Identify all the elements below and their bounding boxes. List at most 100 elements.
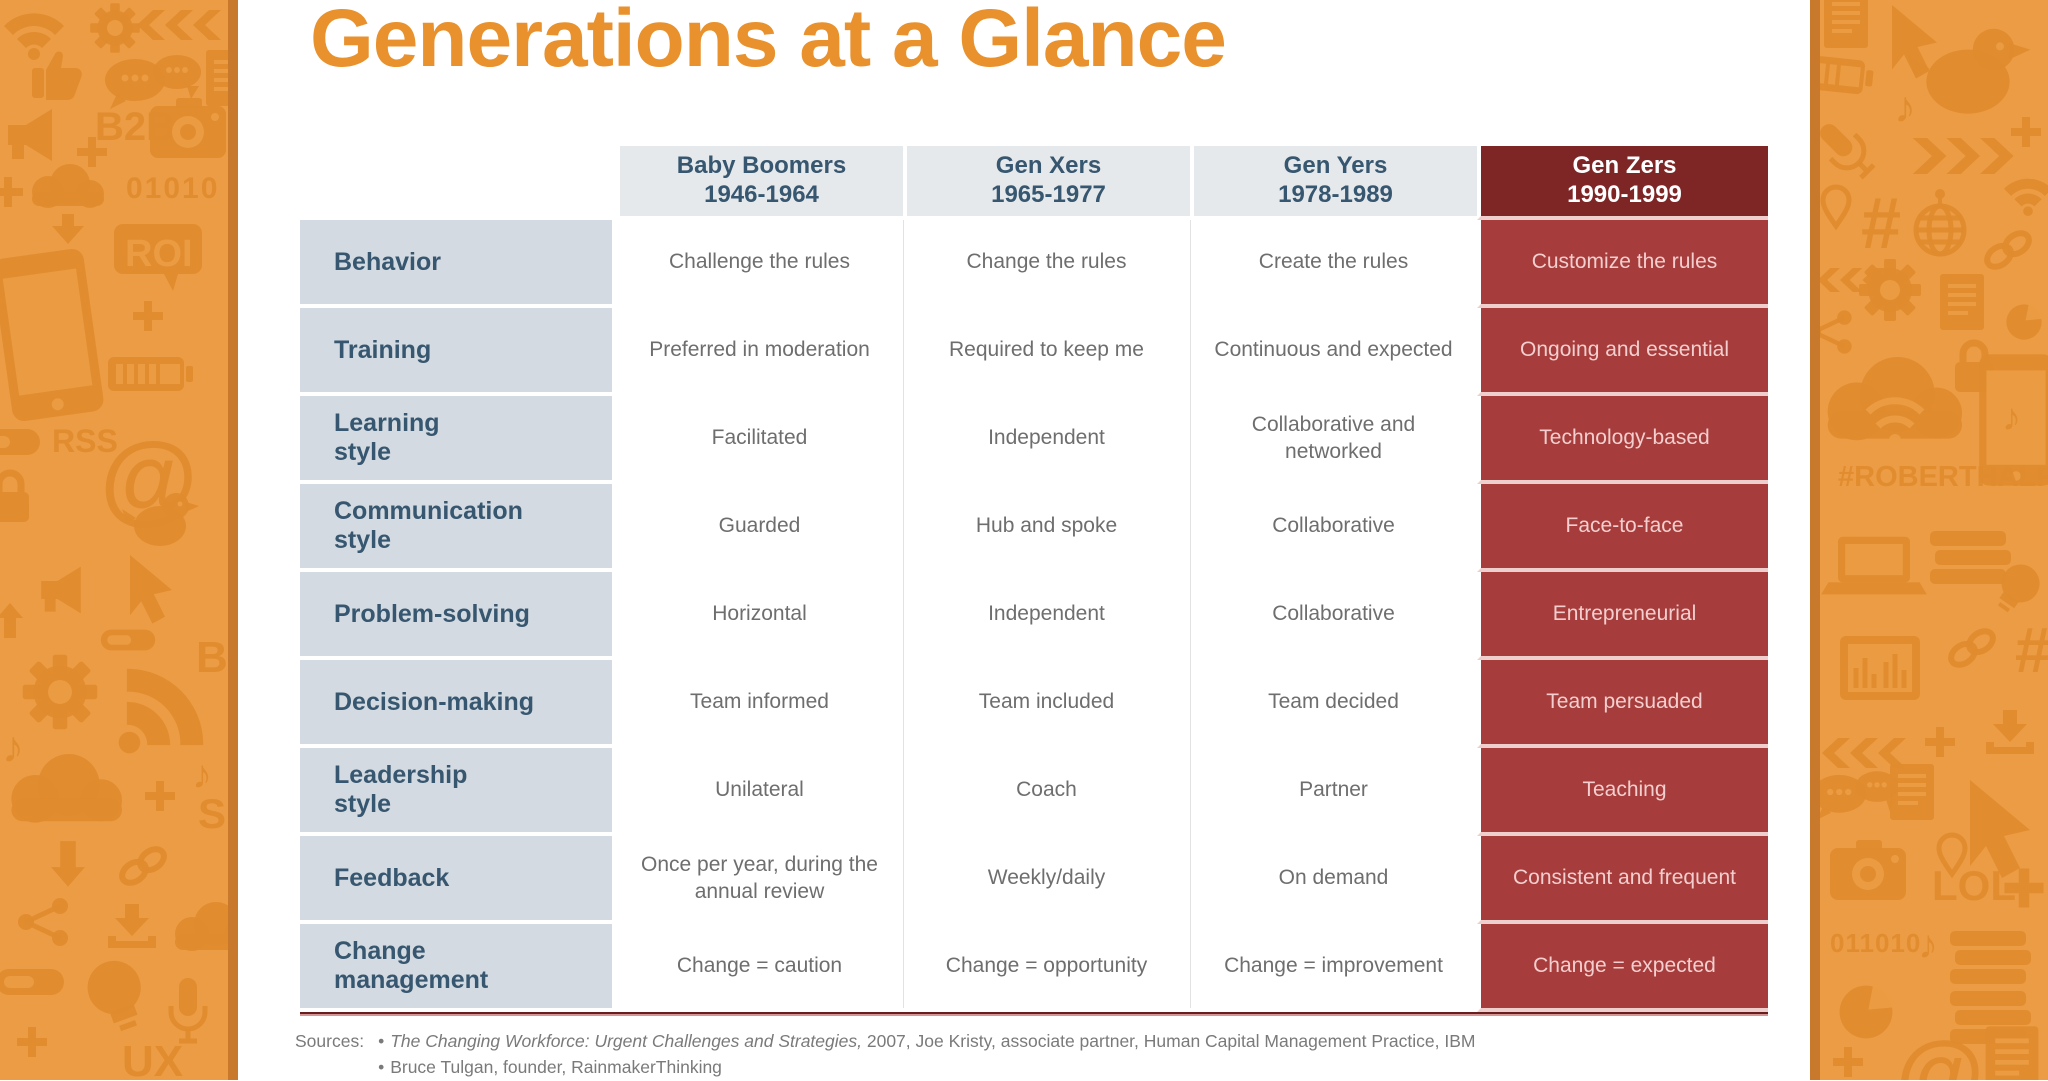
cell-behavior-boomers: Challenge the rules	[616, 220, 903, 308]
column-years: 1946-1964	[704, 181, 819, 208]
lol-text: LOL	[1932, 862, 2016, 909]
source-item: • The Changing Workforce: Urgent Challen…	[378, 1028, 1475, 1054]
cell-communication-genx: Hub and spoke	[903, 484, 1190, 572]
roberthalf-hashtag-text: #ROBERTHALF	[1838, 461, 2048, 493]
music-note-icon: ♪	[1894, 83, 1916, 132]
ux-text: UX	[122, 1037, 183, 1080]
source-title: The Changing Workforce: Urgent Challenge…	[390, 1031, 862, 1051]
cell-feedback-genz: Consistent and frequent	[1477, 836, 1768, 924]
cell-decision-geny: Team decided	[1190, 660, 1477, 748]
cell-communication-genz: Face-to-face	[1477, 484, 1768, 572]
column-header-baby-boomers: Baby Boomers 1946-1964	[616, 146, 903, 220]
row-label-change-management: Change management	[300, 924, 616, 1012]
row-label-learning-style: Learning style	[300, 396, 616, 484]
cell-training-geny: Continuous and expected	[1190, 308, 1477, 396]
music-note-icon: ♪	[192, 753, 212, 797]
camera-icon	[1830, 840, 1906, 900]
at-sign-text-2: @	[1896, 1024, 1984, 1080]
left-decor-panel: B2B 01010 ROI RSS @ B2 ♪ ♪	[0, 0, 238, 1080]
document-icon	[1888, 762, 1936, 822]
music-note-icon: ♪	[2, 723, 24, 772]
cell-training-genz: Ongoing and essential	[1477, 308, 1768, 396]
column-name: Gen Yers	[1283, 152, 1388, 180]
pill-button-icon	[0, 969, 64, 995]
cell-leadership-genz: Teaching	[1477, 748, 1768, 836]
hashtag-text: #	[1860, 184, 1900, 264]
header-blank-cell	[300, 146, 616, 220]
cell-decision-genz: Team persuaded	[1477, 660, 1768, 748]
document-icon	[1986, 1026, 2039, 1080]
bullet-icon: •	[378, 1057, 385, 1078]
tablet-chart-icon	[1840, 636, 1920, 700]
cell-learning-geny: Collaborative and networked	[1190, 396, 1477, 484]
rss-text: RSS	[52, 423, 118, 459]
cell-communication-geny: Collaborative	[1190, 484, 1477, 572]
cell-leadership-geny: Partner	[1190, 748, 1477, 836]
row-label-decision-making: Decision-making	[300, 660, 616, 748]
cell-change-geny: Change = improvement	[1190, 924, 1477, 1012]
right-panel-edge-strip	[1810, 0, 1820, 1080]
row-label-problem-solving: Problem-solving	[300, 572, 616, 660]
document-icon	[1822, 0, 1870, 50]
gear-icon	[22, 654, 98, 730]
cell-feedback-genx: Weekly/daily	[903, 836, 1190, 924]
cell-change-genx: Change = opportunity	[903, 924, 1190, 1012]
row-label-leadership-style: Leadership style	[300, 748, 616, 836]
cell-problem-geny: Collaborative	[1190, 572, 1477, 660]
cell-leadership-genx: Coach	[903, 748, 1190, 836]
column-years: 1978-1989	[1278, 181, 1393, 208]
books-icon	[1950, 931, 2031, 984]
column-years: 1965-1977	[991, 181, 1106, 208]
cell-behavior-geny: Create the rules	[1190, 220, 1477, 308]
generations-table: Baby Boomers 1946-1964 Gen Xers 1965-197…	[300, 146, 1768, 1016]
cell-behavior-genx: Change the rules	[903, 220, 1190, 308]
roi-text: ROI	[125, 233, 193, 275]
left-panel-edge-strip	[228, 0, 238, 1080]
battery-icon	[108, 357, 193, 391]
cell-communication-boomers: Guarded	[616, 484, 903, 572]
row-label-training: Training	[300, 308, 616, 396]
cell-problem-boomers: Horizontal	[616, 572, 903, 660]
cell-change-boomers: Change = caution	[616, 924, 903, 1012]
column-years: 1990-1999	[1567, 181, 1682, 208]
source-text: The Changing Workforce: Urgent Challenge…	[390, 1028, 1475, 1054]
bullet-icon: •	[378, 1031, 385, 1051]
sources-block: Sources: • The Changing Workforce: Urgen…	[295, 1028, 1475, 1081]
page-title: Generations at a Glance	[310, 0, 1227, 84]
music-note-icon: ♪	[1918, 923, 1938, 967]
table-grid: Baby Boomers 1946-1964 Gen Xers 1965-197…	[300, 146, 1768, 1012]
music-note-icon: ♪	[2002, 397, 2021, 439]
gear-icon	[1859, 259, 1921, 321]
main-content: Generations at a Glance Baby Boomers 194…	[238, 0, 1810, 1080]
books-icon	[1930, 531, 2011, 584]
right-decor-panel: ♪ # ♪ #ROBERTHALF #	[1810, 0, 2048, 1080]
binary-text: 01010	[126, 172, 219, 205]
binary2-text: 011010	[1830, 928, 1921, 958]
camera-icon	[150, 98, 226, 158]
row-label-feedback: Feedback	[300, 836, 616, 924]
column-name: Gen Zers	[1572, 152, 1677, 180]
cell-leadership-boomers: Unilateral	[616, 748, 903, 836]
column-divider	[1190, 220, 1191, 1012]
source-detail: 2007, Joe Kristy, associate partner, Hum…	[862, 1031, 1476, 1051]
source-item: • Bruce Tulgan, founder, RainmakerThinki…	[378, 1054, 1475, 1080]
cell-decision-genx: Team included	[903, 660, 1190, 748]
sources-label: Sources:	[295, 1031, 365, 1051]
cell-learning-genx: Independent	[903, 396, 1190, 484]
document-icon	[1938, 272, 1986, 332]
row-label-behavior: Behavior	[300, 220, 616, 308]
cell-learning-boomers: Facilitated	[616, 396, 903, 484]
source-text: Bruce Tulgan, founder, RainmakerThinking	[390, 1057, 722, 1078]
cell-learning-genz: Technology-based	[1477, 396, 1768, 484]
column-header-gen-zers: Gen Zers 1990-1999	[1477, 146, 1768, 220]
gear-icon	[90, 3, 140, 53]
bottom-rule	[300, 1012, 1768, 1016]
cell-problem-genz: Entrepreneurial	[1477, 572, 1768, 660]
column-header-gen-yers: Gen Yers 1978-1989	[1190, 146, 1477, 220]
column-divider	[903, 220, 904, 1012]
cell-training-genx: Required to keep me	[903, 308, 1190, 396]
pill-button-icon	[0, 429, 40, 455]
sources-items: • The Changing Workforce: Urgent Challen…	[378, 1028, 1475, 1081]
cell-decision-boomers: Team informed	[616, 660, 903, 748]
hashtag-text-2: #	[2014, 614, 2048, 686]
